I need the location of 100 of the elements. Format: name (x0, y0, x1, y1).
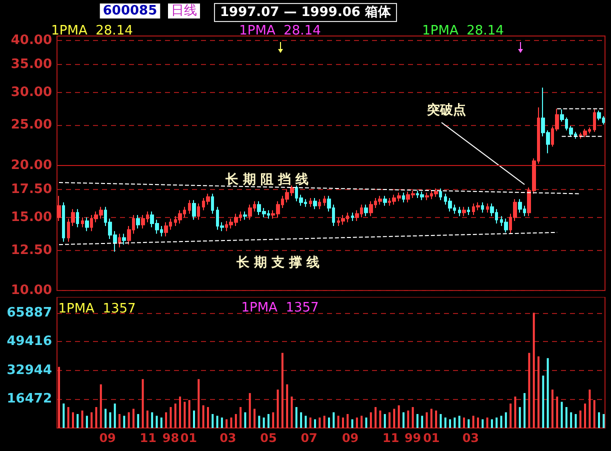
annotation: 1PMA 1357 (58, 302, 136, 316)
bar (528, 352, 530, 428)
candlestick (378, 195, 382, 206)
candlestick (364, 204, 368, 217)
candlestick (248, 204, 252, 220)
bar (156, 416, 158, 428)
bar (546, 358, 549, 428)
bar (104, 408, 107, 428)
bar (81, 410, 84, 428)
bar (160, 418, 162, 428)
x-tick-label: 99 (404, 431, 422, 445)
bar (179, 396, 182, 428)
candlestick (318, 198, 321, 210)
candlestick (136, 214, 140, 230)
candlestick (518, 198, 522, 214)
text: 600085 (102, 4, 158, 18)
bar (234, 414, 237, 428)
bar (365, 418, 368, 428)
bar (188, 400, 190, 428)
candlestick (434, 188, 438, 198)
bar (524, 393, 526, 428)
bar (500, 416, 502, 428)
annotation: 突破点 (426, 102, 466, 118)
y-tick-label: 25.00 (10, 118, 52, 133)
candlestick (188, 200, 191, 214)
bar (496, 418, 498, 428)
x-tick-label: 11 (140, 431, 156, 445)
bar (384, 414, 386, 428)
candlestick (313, 198, 317, 210)
bar (482, 419, 484, 428)
bar (58, 366, 60, 428)
y-tick-label: 35.00 (10, 57, 52, 72)
bar (393, 408, 396, 428)
bar (449, 419, 452, 428)
bar (602, 414, 605, 428)
bar (90, 412, 93, 428)
x-tick-label: 01 (180, 431, 198, 445)
bar (137, 414, 140, 428)
x-tick-label: 98 (162, 431, 180, 445)
bar (226, 419, 228, 428)
bar (532, 312, 535, 428)
candlestick (192, 200, 196, 220)
bar (304, 416, 307, 428)
annotation: 长 期 支 撑 线 (235, 256, 320, 270)
x-tick-label: 01 (423, 431, 440, 445)
y-tick-label: 32944 (6, 362, 52, 378)
bar (542, 376, 544, 428)
bar (370, 412, 372, 428)
y-tick-label: 20.00 (10, 158, 52, 173)
y-tick-label: 12.50 (10, 242, 52, 258)
y-tick-label: 15.00 (10, 210, 52, 225)
bar (337, 416, 340, 428)
bar (146, 410, 148, 428)
bar (426, 412, 428, 428)
bar (220, 418, 223, 428)
bar (407, 410, 410, 428)
bar (286, 384, 288, 428)
candlestick (323, 195, 326, 206)
bar (262, 418, 265, 428)
bar (463, 418, 466, 428)
bar (109, 412, 112, 428)
candlestick (341, 214, 345, 226)
bar (504, 412, 507, 428)
candlestick (383, 195, 387, 206)
bar (574, 414, 577, 428)
bar (276, 390, 279, 428)
bar (593, 400, 596, 428)
bar (202, 405, 204, 428)
bar (458, 416, 460, 428)
candlestick (76, 208, 79, 228)
candlestick (178, 210, 182, 224)
text: 日线 (171, 4, 197, 18)
bar (67, 407, 70, 428)
y-tick-label: 17.50 (10, 182, 52, 198)
bar (290, 396, 293, 428)
annotation: 1PMA 1357 (241, 300, 319, 316)
candlestick (593, 108, 596, 132)
candlestick (504, 218, 508, 233)
y-tick-label: 40.00 (10, 32, 52, 48)
bar (430, 408, 432, 428)
bar (412, 407, 414, 428)
candlestick (486, 202, 489, 214)
candlestick (448, 198, 452, 212)
candlestick (476, 202, 480, 211)
x-tick-label: 11 (382, 431, 400, 445)
candlestick (141, 214, 145, 230)
candlestick (118, 233, 121, 248)
candlestick (122, 233, 126, 246)
bar (565, 407, 568, 428)
bar (379, 410, 382, 428)
bar (318, 418, 321, 428)
bar (490, 419, 493, 428)
candlestick (481, 202, 484, 214)
x-tick-label: 03 (462, 431, 480, 445)
bar (440, 414, 442, 428)
candlestick (439, 188, 442, 201)
bar (584, 404, 586, 428)
bar (95, 407, 98, 428)
candlestick (402, 192, 405, 203)
bar (332, 412, 335, 428)
